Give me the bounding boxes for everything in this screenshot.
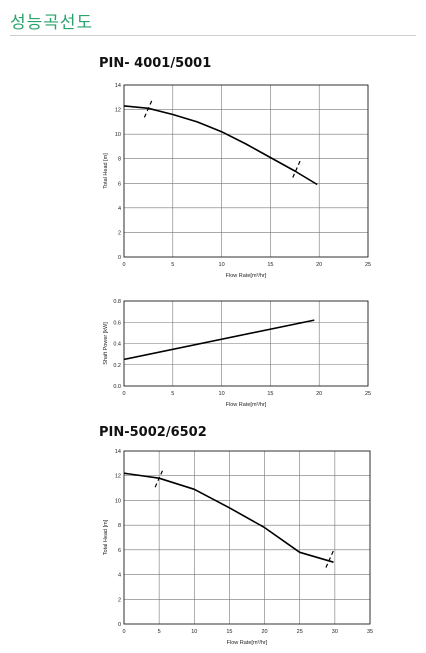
x-tick-label: 20 — [316, 262, 322, 268]
y-tick-label: 6 — [118, 548, 121, 554]
x-tick-label: 15 — [226, 629, 232, 635]
y-tick-label: 4 — [118, 206, 121, 212]
chart-3: 0 5 10 15 20 25 30 35 0 2 4 6 8 10 12 14 Flow Rate[m³/hr… — [103, 449, 373, 646]
y-tick-label: 10 — [115, 132, 121, 138]
x-tick-label: 10 — [191, 629, 197, 635]
y-tick-label: 0.4 — [113, 342, 121, 348]
x-tick-label: 20 — [262, 629, 268, 635]
x-tick-label: 15 — [267, 262, 273, 268]
y-axis-label: Shaft Power [kW] — [103, 322, 109, 365]
x-tick-label: 5 — [171, 262, 174, 268]
y-axis-label: Total Head [m] — [103, 153, 109, 189]
y-tick-label: 12 — [115, 474, 121, 480]
plot-frame — [123, 300, 369, 387]
x-tick-label: 35 — [367, 629, 373, 635]
page-title: 성능곡선도 — [10, 13, 94, 33]
x-tick-label: 5 — [171, 391, 174, 397]
x-tick-label: 10 — [219, 262, 225, 268]
range-mark — [143, 99, 153, 118]
y-tick-label: 4 — [118, 573, 121, 579]
y-tick-label: 10 — [115, 498, 121, 504]
x-axis-label: Flow Rate[m³/hr] — [226, 402, 267, 408]
y-tick-label: 2 — [118, 597, 121, 603]
y-tick-label: 0.6 — [113, 320, 121, 326]
x-tick-label: 25 — [365, 262, 371, 268]
model-title-1: PIN- 4001/5001 — [99, 56, 212, 71]
y-tick-label: 0.2 — [113, 363, 121, 369]
y-tick-label: 2 — [118, 230, 121, 236]
model-title-2: PIN-5002/6502 — [99, 425, 207, 440]
x-tick-label: 0 — [122, 262, 125, 268]
x-tick-label: 5 — [158, 629, 161, 635]
series-line — [123, 105, 318, 186]
y-tick-label: 0 — [118, 622, 121, 628]
plot-frame — [123, 450, 371, 625]
chart-1: 0 5 10 15 20 25 0 2 4 6 8 10 12 14 Flow Rate[m³/hr] Tot… — [103, 83, 371, 279]
y-tick-label: 6 — [118, 181, 121, 187]
series-line — [123, 319, 315, 361]
range-mark — [154, 468, 164, 488]
x-tick-label: 0 — [122, 391, 125, 397]
chart-2: 0 5 10 15 20 25 0.0 0.2 0.4 0.6 0.8 Flow Rate[m³/hr… — [103, 299, 371, 408]
y-axis-label: Total Head [m] — [103, 519, 109, 555]
range-mark — [292, 159, 302, 178]
x-tick-label: 25 — [365, 391, 371, 397]
y-tick-label: 8 — [118, 157, 121, 163]
range-mark — [325, 549, 335, 568]
x-tick-label: 15 — [267, 391, 273, 397]
y-tick-label: 0.8 — [113, 299, 121, 305]
y-tick-label: 0.0 — [113, 384, 121, 390]
plot-frame — [123, 84, 369, 258]
y-tick-label: 14 — [115, 449, 121, 455]
title-divider — [10, 35, 416, 36]
x-tick-label: 25 — [297, 629, 303, 635]
x-tick-label: 30 — [332, 629, 338, 635]
y-tick-label: 12 — [115, 108, 121, 114]
x-tick-label: 0 — [122, 629, 125, 635]
x-tick-label: 10 — [219, 391, 225, 397]
y-tick-label: 0 — [118, 255, 121, 261]
x-axis-label: Flow Rate[m³/hr] — [226, 273, 267, 279]
x-axis-label: Flow Rate[m³/hr] — [227, 640, 268, 646]
x-tick-label: 20 — [316, 391, 322, 397]
y-tick-label: 14 — [115, 83, 121, 89]
y-tick-label: 8 — [118, 523, 121, 529]
